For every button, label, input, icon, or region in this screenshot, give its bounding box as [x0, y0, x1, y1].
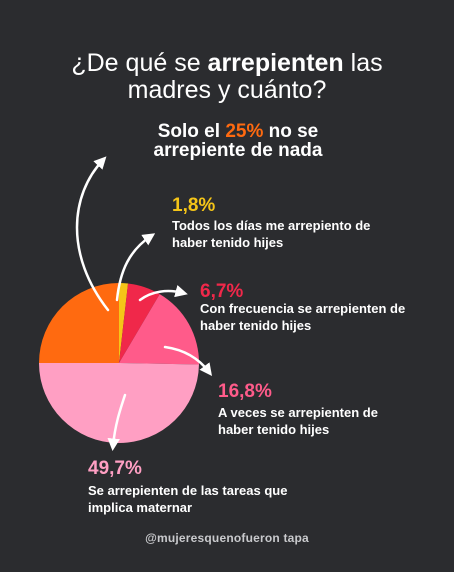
- arrow-often: [138, 285, 188, 302]
- label-tasks-text: Se arrepienten de las tareas que implica…: [88, 483, 288, 515]
- pie-slice-1: [119, 283, 129, 363]
- page-title: ¿De qué se arrepienten las madres y cuán…: [0, 50, 454, 104]
- label-sometimes-text: A veces se arrepienten de haber tenido h…: [218, 405, 378, 437]
- pie-slices: [39, 283, 200, 444]
- label-daily-text: Todos los días me arrepiento de haber te…: [172, 218, 371, 250]
- lead-post: no se arrepiente de nada: [153, 121, 323, 161]
- handle-text: @mujeresquenofueron tapa: [145, 531, 309, 545]
- label-daily-value: 1,8%: [172, 195, 216, 216]
- label-often-text: Con frecuencia se arrepienten de haber t…: [200, 301, 406, 333]
- pie-slice-3: [119, 294, 200, 365]
- lead-text: Solo el 25% no se arrepiente de nada: [118, 122, 358, 160]
- pie-slice-0: [39, 283, 119, 363]
- arrow-tasks: [107, 393, 127, 451]
- title-line2: madres y cuánto?: [127, 76, 327, 104]
- label-tasks-value: 49,7%: [88, 458, 142, 479]
- label-often-value: 6,7%: [200, 281, 244, 302]
- arrow-daily: [115, 233, 156, 302]
- arrow-sometimes: [163, 345, 213, 376]
- pie-slice-2: [119, 283, 160, 363]
- label-sometimes-value: 16,8%: [218, 381, 272, 402]
- title-pre: ¿De qué se: [71, 49, 208, 77]
- title-post: las: [343, 49, 383, 77]
- pie-slice-4: [39, 363, 199, 444]
- lead-highlight: 25%: [225, 121, 264, 142]
- title-bold: arrepienten: [207, 49, 344, 77]
- arrow-none: [75, 156, 110, 312]
- arrows: [75, 156, 213, 451]
- lead-pre: Solo el: [157, 121, 226, 142]
